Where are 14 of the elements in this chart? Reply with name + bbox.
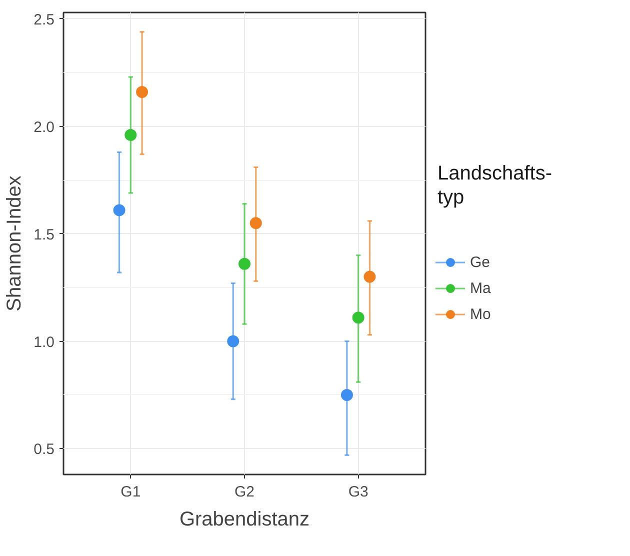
y-tick-label: 2.0	[34, 118, 55, 136]
y-tick-label: 2.5	[34, 11, 55, 28]
x-tick-label: G1	[120, 484, 141, 500]
legend-label: Ma	[470, 280, 491, 296]
x-tick-label: G2	[234, 484, 255, 500]
x-tick-label: G3	[348, 484, 368, 500]
x-axis-title: Grabendistanz	[179, 508, 310, 530]
y-tick-label: 0.5	[34, 441, 55, 458]
y-axis-title: Shannon-Index	[4, 176, 26, 312]
legend-label: Ge	[470, 254, 490, 270]
y-tick-label: 1.5	[34, 226, 55, 244]
legend-title: Landschafts-typ	[438, 162, 552, 208]
y-tick-label: 1.0	[34, 334, 55, 351]
legend-label: Mo	[470, 306, 491, 322]
